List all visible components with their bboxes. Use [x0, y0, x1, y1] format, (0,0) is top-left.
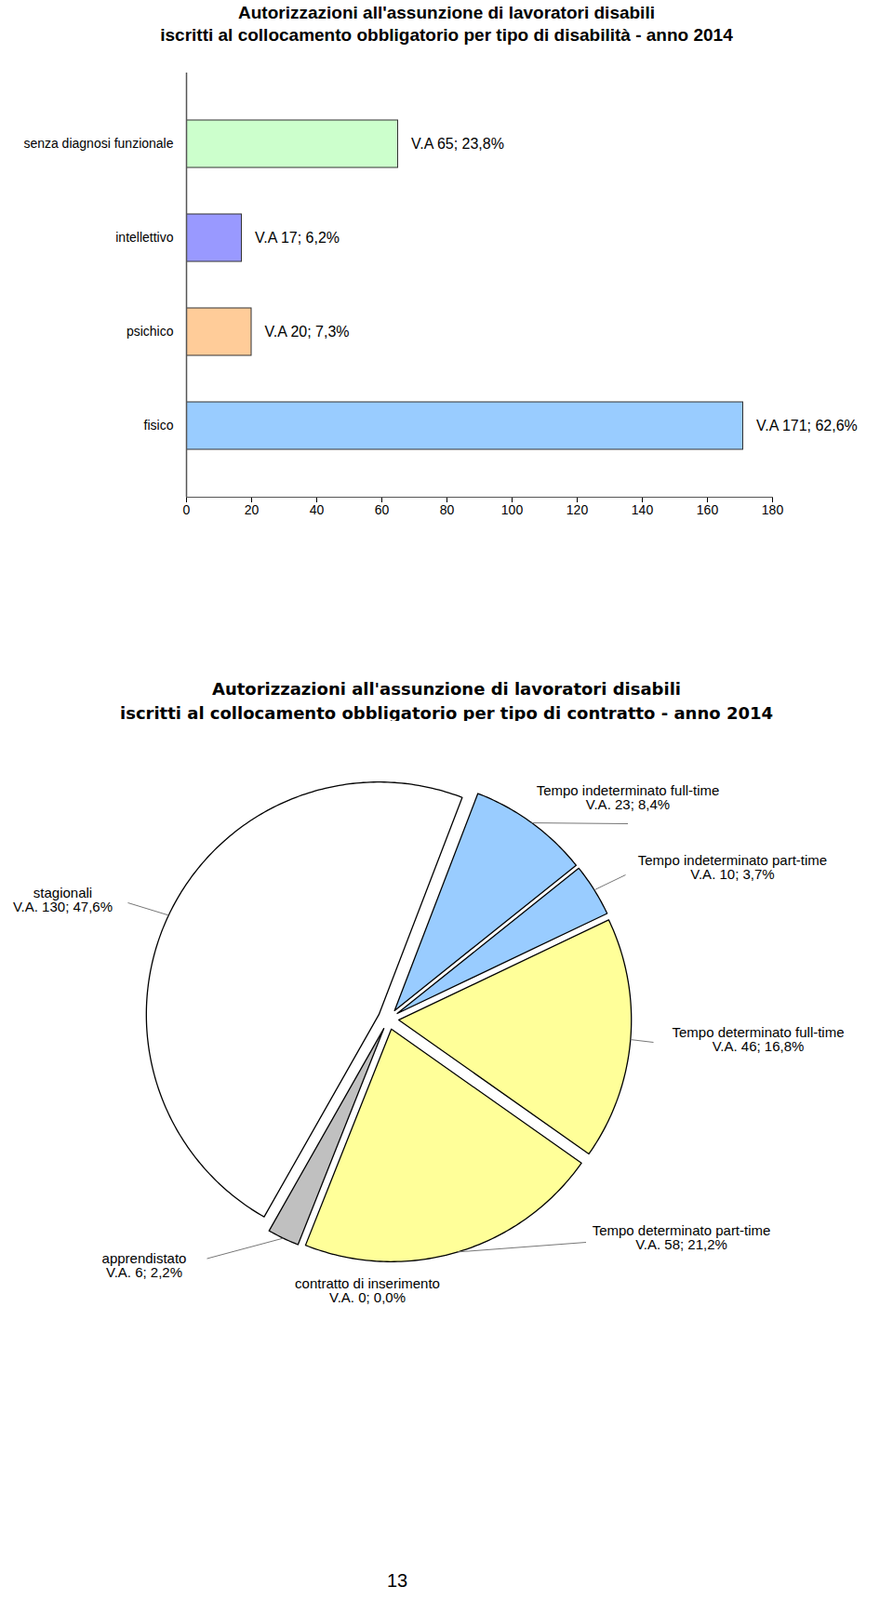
html-text:Autorizzazioni all'assunzione: Autorizzazioni all'assunzione di lavorat… [160, 2, 733, 45]
svg-text:Tempo determinato full-timeV.A: Tempo determinato full-timeV.A. 46; 16,8… [671, 1024, 844, 1054]
svg-text:contratto di inserimentoV.A. 0: contratto di inserimentoV.A. 0; 0,0% [294, 1275, 440, 1306]
svg-text:intellettivo: intellettivo [115, 229, 174, 245]
svg-text:stagionaliV.A. 130; 47,6%: stagionaliV.A. 130; 47,6% [13, 884, 113, 915]
svg-text:Tempo determinato part-timeV.A: Tempo determinato part-timeV.A. 58; 21,2… [592, 1222, 772, 1253]
svg-text:100: 100 [501, 502, 524, 518]
html-text:Autorizzazioni all'assunzione: Autorizzazioni all'assunzione di lavorat… [119, 679, 774, 723]
svg-text:20: 20 [244, 502, 260, 518]
svg-text:V.A 65; 23,8%: V.A 65; 23,8% [411, 135, 505, 152]
html-text:13: 13 [386, 1570, 408, 1591]
svg-text:120: 120 [566, 502, 589, 518]
svg-text:fisico: fisico [144, 417, 174, 433]
svg-text:V.A 171; 62,6%: V.A 171; 62,6% [756, 417, 858, 434]
svg-text:V.A 17; 6,2%: V.A 17; 6,2% [254, 229, 340, 246]
svg-text:Tempo indeterminato full-timeV: Tempo indeterminato full-timeV.A. 23; 8,… [536, 782, 720, 813]
svg-text:60: 60 [374, 502, 390, 518]
svg-text:V.A 20; 7,3%: V.A 20; 7,3% [265, 323, 350, 340]
svg-text:psichico: psichico [126, 323, 174, 339]
svg-text:180: 180 [761, 502, 785, 518]
svg-text:160: 160 [696, 502, 720, 518]
svg-text:apprendistatoV.A. 6; 2,2%: apprendistatoV.A. 6; 2,2% [102, 1250, 187, 1280]
svg-text:80: 80 [439, 502, 455, 518]
svg-text:Tempo indeterminato part-timeV: Tempo indeterminato part-timeV.A. 10; 3,… [638, 852, 827, 882]
svg-text:140: 140 [631, 502, 654, 518]
svg-text:senza diagnosi funzionale: senza diagnosi funzionale [23, 135, 174, 151]
svg-text:0: 0 [183, 502, 191, 518]
svg-text:40: 40 [309, 502, 325, 518]
